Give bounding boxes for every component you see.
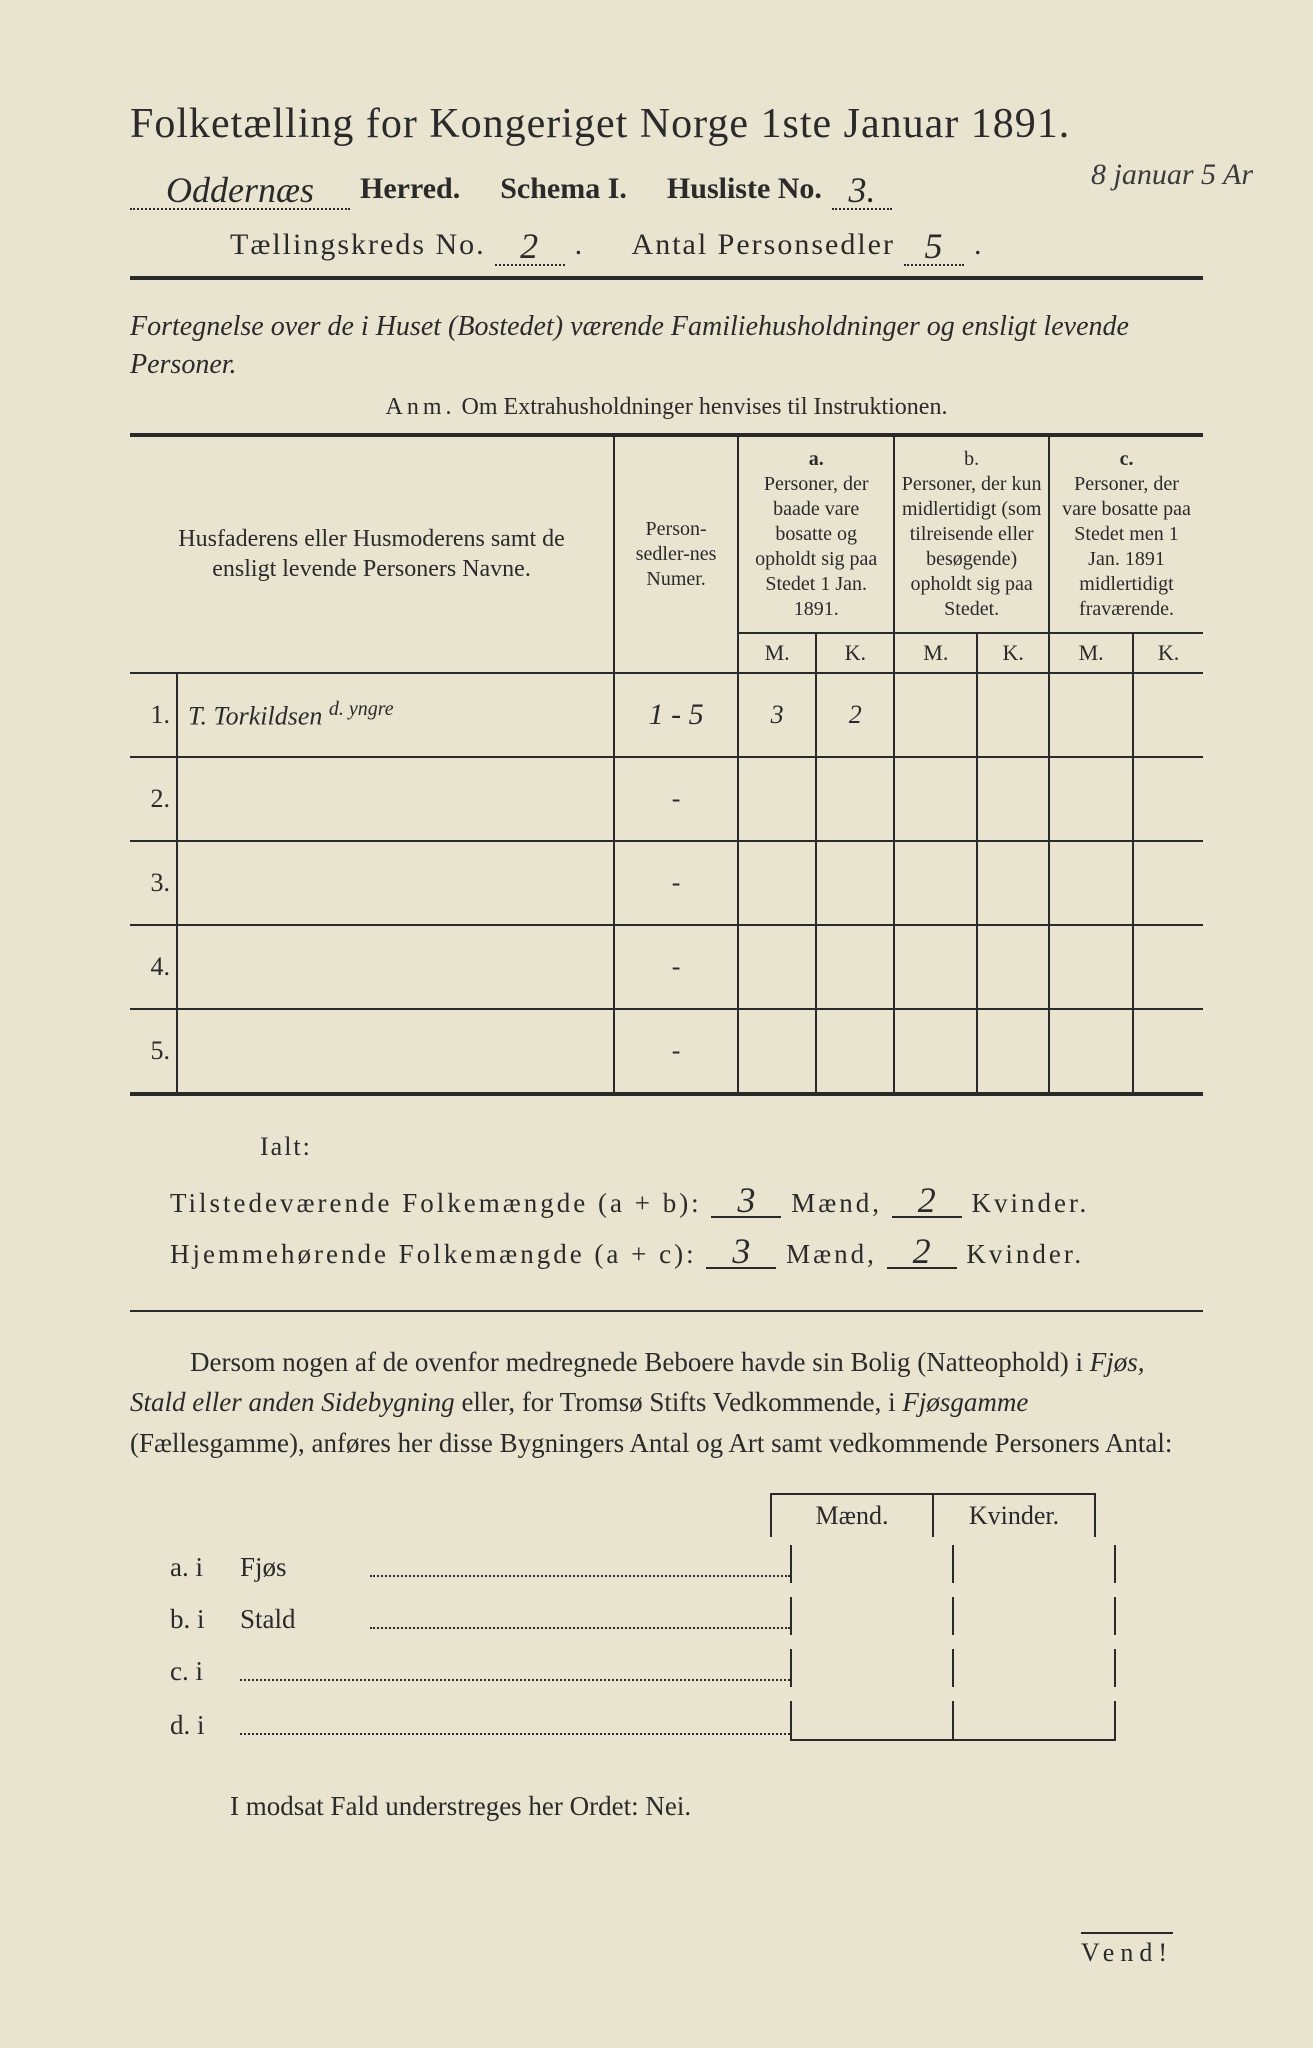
sum-1-k: 2: [892, 1184, 962, 1218]
herred-label: Herred.: [360, 172, 460, 206]
sum-line-2: Hjemmehørende Folkemængde (a + c): 3 Mæn…: [170, 1235, 1203, 1270]
mk-header: Mænd. Kvinder.: [770, 1493, 1203, 1537]
antal-field: 5: [904, 228, 964, 266]
table-row: 3. -: [130, 841, 1203, 925]
sum-1-m: 3: [711, 1184, 781, 1218]
page-title: Folketælling for Kongeriget Norge 1ste J…: [130, 100, 1203, 148]
census-form-page: Folketælling for Kongeriget Norge 1ste J…: [0, 0, 1313, 2048]
divider: [130, 276, 1203, 280]
col-c-k: K.: [1133, 633, 1203, 673]
col-a: a. Personer, der baade vare bosatte og o…: [738, 435, 894, 633]
table-row: 2. -: [130, 757, 1203, 841]
col-b: b. Personer, der kun midlertidigt (som t…: [894, 435, 1049, 633]
table-row: 1. T. Torkildsen d. yngre 1 - 5 3 2: [130, 673, 1203, 757]
divider: [130, 1310, 1203, 1312]
sum-2-k: 2: [887, 1235, 957, 1269]
col-c-m: M.: [1049, 633, 1133, 673]
husliste-label: Husliste No.: [667, 172, 822, 206]
husliste-field: 3.: [832, 172, 892, 210]
nei-line: I modsat Fald understreges her Ordet: Ne…: [230, 1791, 1203, 1822]
header-line-2: Tællingskreds No. 2 . Antal Personsedler…: [130, 224, 1203, 262]
header-line-1: Oddernæs Herred. Schema I. Husliste No. …: [130, 168, 1203, 206]
name-cell: T. Torkildsen d. yngre: [177, 673, 614, 757]
kreds-label: Tællingskreds No.: [230, 228, 486, 261]
mk-m: Mænd.: [770, 1493, 932, 1537]
col-b-k: K.: [977, 633, 1049, 673]
anm-text: Om Extrahusholdninger henvises til Instr…: [462, 394, 948, 420]
antal-label: Antal Personsedler: [632, 228, 895, 261]
col-c: c. Personer, der vare bosatte paa Stedet…: [1049, 435, 1203, 633]
vend-label: Vend!: [1081, 1932, 1173, 1968]
paragraph: Dersom nogen af de ovenfor medregnede Be…: [130, 1342, 1203, 1464]
table-row: 5. -: [130, 1009, 1203, 1094]
herred-field: Oddernæs: [130, 172, 350, 210]
anm-line: Anm. Om Extrahusholdninger henvises til …: [130, 394, 1203, 421]
list-item: d. i: [170, 1701, 1203, 1741]
sum-line-1: Tilstedeværende Folkemængde (a + b): 3 M…: [170, 1184, 1203, 1219]
schema-label: Schema I.: [500, 172, 627, 206]
sum-2-m: 3: [706, 1235, 776, 1269]
margin-note: 8 januar 5 Ar: [1091, 158, 1253, 192]
list-item: c. i: [170, 1649, 1203, 1687]
mk-k: Kvinder.: [932, 1493, 1096, 1537]
ialt-label: Ialt:: [260, 1132, 1203, 1162]
col-names: Husfaderens eller Husmoderens samt de en…: [146, 524, 597, 584]
census-table: Husfaderens eller Husmoderens samt de en…: [130, 433, 1203, 1096]
anm-label: Anm.: [386, 394, 456, 420]
col-a-k: K.: [816, 633, 894, 673]
col-b-m: M.: [894, 633, 977, 673]
col-a-m: M.: [738, 633, 816, 673]
list-item: b. i Stald: [170, 1597, 1203, 1635]
table-row: 4. -: [130, 925, 1203, 1009]
kreds-field: 2: [495, 228, 565, 266]
subtitle: Fortegnelse over de i Huset (Bostedet) v…: [130, 308, 1203, 384]
col-numer: Person-sedler-nes Numer.: [614, 435, 738, 673]
list-item: a. i Fjøs: [170, 1545, 1203, 1583]
